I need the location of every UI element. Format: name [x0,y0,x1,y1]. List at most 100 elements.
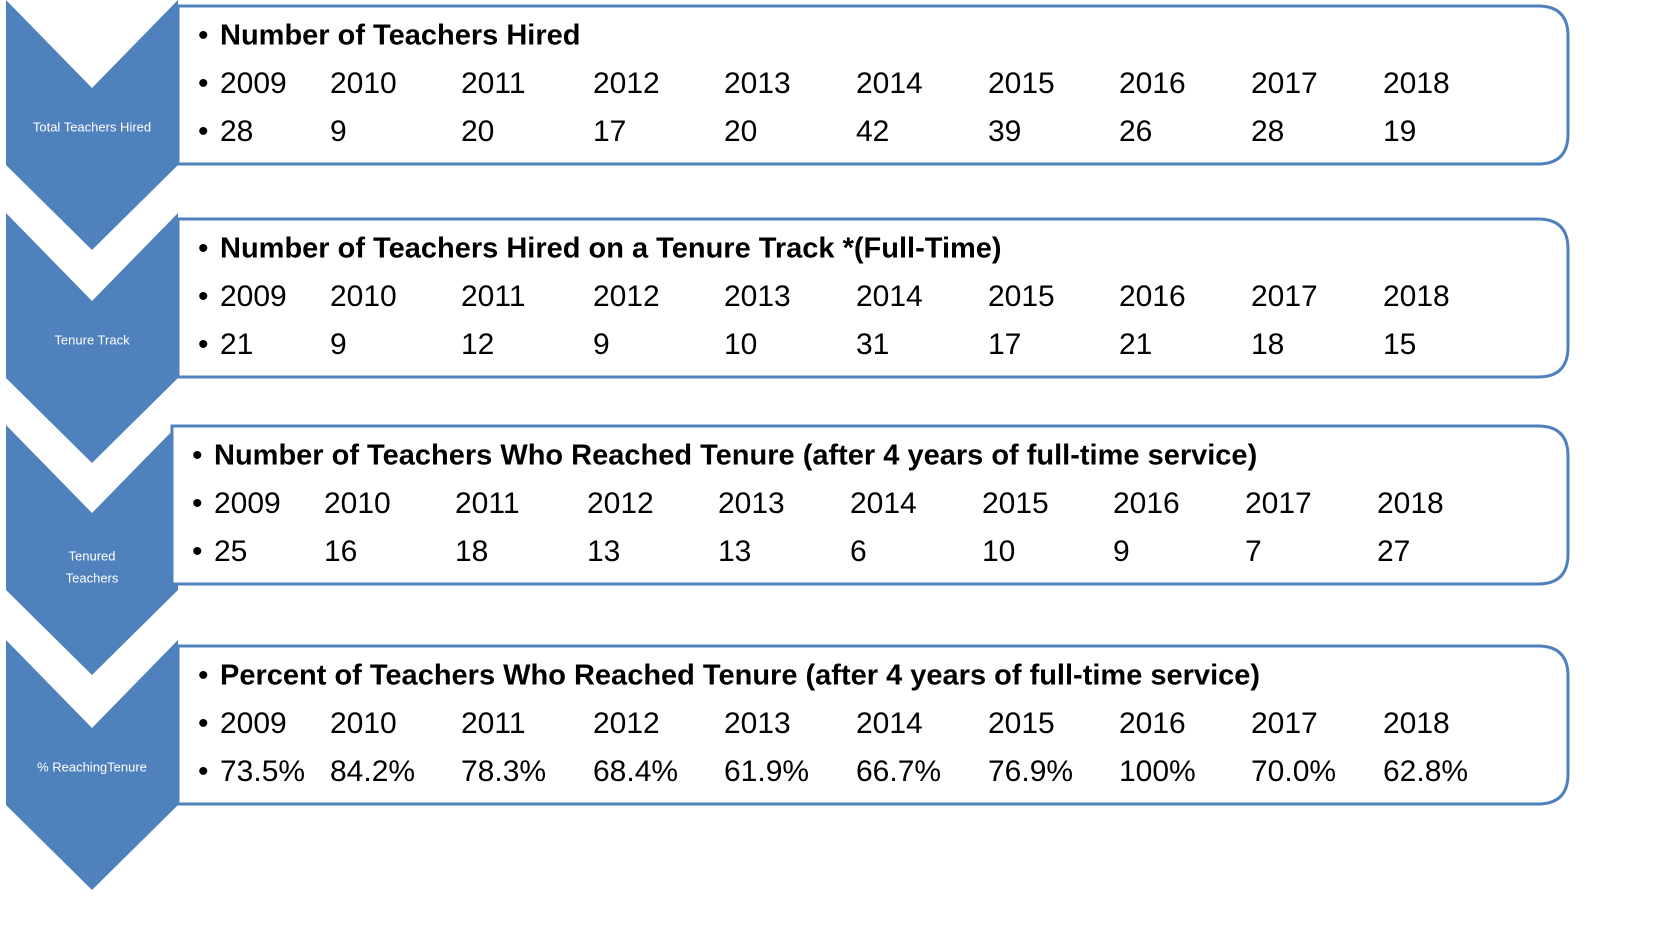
year: 2009 [214,487,281,520]
value: 61.9% [724,755,809,788]
content-box [176,644,1570,806]
value: 19 [1383,115,1416,148]
chevron-label: Tenured [69,548,116,563]
value: 27 [1377,535,1410,568]
value: 39 [988,115,1021,148]
value: 31 [856,328,889,361]
value: 7 [1245,535,1262,568]
year: 2014 [856,280,923,313]
value: 21 [1119,328,1152,361]
year: 2016 [1119,280,1186,313]
bullet: • [192,439,203,472]
chevron [6,425,178,675]
value: 20 [724,115,757,148]
year: 2012 [593,280,660,313]
year: 2015 [988,67,1055,100]
value: 13 [718,535,751,568]
bullet: • [198,328,209,361]
year: 2013 [718,487,785,520]
chevron [6,213,178,463]
value: 9 [330,115,347,148]
value: 16 [324,535,357,568]
year: 2009 [220,67,287,100]
row-title: Number of Teachers Who Reached Tenure (a… [214,440,1257,472]
bullet: • [198,115,209,148]
year: 2015 [982,487,1049,520]
content-box [170,424,1570,586]
year: 2012 [593,707,660,740]
content-box [176,217,1570,379]
value: 12 [461,328,494,361]
value: 84.2% [330,755,415,788]
year: 2013 [724,280,791,313]
value: 18 [455,535,488,568]
bullet: • [198,280,209,313]
year: 2012 [587,487,654,520]
value: 17 [988,328,1021,361]
year: 2009 [220,280,287,313]
year: 2012 [593,67,660,100]
chevron-label: % ReachingTenure [37,759,147,774]
chevron-label: Total Teachers Hired [33,119,151,134]
value: 78.3% [461,755,546,788]
year: 2011 [461,707,526,740]
value: 42 [856,115,889,148]
year: 2011 [455,487,520,520]
year: 2017 [1251,280,1318,313]
value: 10 [724,328,757,361]
row-title: Number of Teachers Hired [220,20,580,52]
year: 2014 [856,707,923,740]
bullet: • [192,535,203,568]
content-box [176,4,1570,166]
value: 13 [587,535,620,568]
row-title: Percent of Teachers Who Reached Tenure (… [220,660,1260,692]
year: 2017 [1251,707,1318,740]
value: 10 [982,535,1015,568]
year: 2017 [1251,67,1318,100]
year: 2010 [324,487,391,520]
year: 2018 [1377,487,1444,520]
year: 2011 [461,67,526,100]
year: 2017 [1245,487,1312,520]
year: 2016 [1113,487,1180,520]
value: 6 [850,535,867,568]
bullet: • [198,19,209,52]
value: 25 [214,535,247,568]
bullet: • [198,232,209,265]
year: 2010 [330,280,397,313]
year: 2014 [856,67,923,100]
value: 9 [593,328,610,361]
year: 2018 [1383,707,1450,740]
value: 28 [220,115,253,148]
value: 17 [593,115,626,148]
year: 2009 [220,707,287,740]
chevron-label: Tenure Track [54,332,130,347]
value: 26 [1119,115,1152,148]
value: 70.0% [1251,755,1336,788]
bullet: • [198,707,209,740]
row-title: Number of Teachers Hired on a Tenure Tra… [220,233,1002,265]
value: 9 [330,328,347,361]
value: 21 [220,328,253,361]
value: 15 [1383,328,1416,361]
value: 20 [461,115,494,148]
value: 62.8% [1383,755,1468,788]
year: 2016 [1119,707,1186,740]
bullet: • [198,755,209,788]
year: 2016 [1119,67,1186,100]
chevron [6,0,178,250]
year: 2018 [1383,67,1450,100]
bullet: • [192,487,203,520]
value: 68.4% [593,755,678,788]
chevron [6,640,178,890]
year: 2010 [330,67,397,100]
year: 2014 [850,487,917,520]
year: 2013 [724,67,791,100]
year: 2011 [461,280,526,313]
year: 2013 [724,707,791,740]
value: 28 [1251,115,1284,148]
value: 100% [1119,755,1196,788]
value: 76.9% [988,755,1073,788]
value: 73.5% [220,755,305,788]
year: 2015 [988,280,1055,313]
